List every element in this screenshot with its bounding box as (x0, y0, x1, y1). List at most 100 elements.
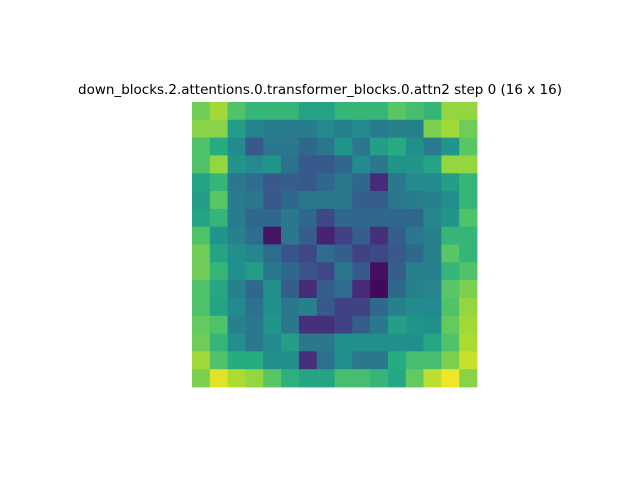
heatmap-cell (192, 333, 211, 352)
heatmap-cell (263, 102, 282, 121)
heatmap-cell (263, 315, 282, 334)
heatmap-cell (263, 119, 282, 139)
heatmap-cell (245, 297, 264, 317)
heatmap-cell (227, 351, 246, 370)
heatmap-cell (316, 173, 335, 192)
heatmap-cell (263, 262, 282, 281)
heatmap-cell (209, 137, 229, 156)
heatmap-cell (441, 333, 460, 352)
heatmap-cell (441, 102, 460, 121)
heatmap-cell (334, 208, 353, 228)
heatmap-cell (298, 119, 318, 139)
heatmap-cell (209, 226, 229, 245)
heatmap-cell (316, 315, 335, 334)
heatmap-cell (263, 297, 282, 317)
heatmap-cell (334, 244, 353, 263)
heatmap-cell (192, 191, 211, 210)
heatmap-cell (387, 351, 407, 370)
heatmap-cell (209, 369, 229, 388)
heatmap-cell (227, 280, 246, 299)
heatmap-cell (245, 315, 264, 334)
heatmap-cell (387, 119, 407, 139)
chart-title: down_blocks.2.attentions.0.transformer_b… (78, 82, 562, 98)
heatmap-cell (209, 351, 229, 370)
heatmap-cell (334, 137, 353, 156)
heatmap-cell (370, 119, 389, 139)
heatmap-cell (334, 155, 353, 174)
heatmap-cell (405, 315, 424, 334)
heatmap-cell (281, 191, 300, 210)
heatmap-cell (405, 208, 424, 228)
heatmap-cell (370, 315, 389, 334)
heatmap-cell (316, 119, 335, 139)
heatmap-cell (298, 191, 318, 210)
heatmap-cell (441, 191, 460, 210)
heatmap-cell (227, 315, 246, 334)
heatmap-cell (405, 119, 424, 139)
heatmap-cell (316, 155, 335, 174)
heatmap-cell (352, 208, 371, 228)
heatmap-cell (245, 208, 264, 228)
heatmap-cell (263, 173, 282, 192)
heatmap-cell (334, 351, 353, 370)
heatmap-cell (370, 173, 389, 192)
heatmap-cell (405, 369, 424, 388)
heatmap-cell (387, 262, 407, 281)
heatmap-cell (192, 369, 211, 388)
heatmap-cell (192, 155, 211, 174)
heatmap-cell (459, 119, 478, 139)
heatmap-cell (441, 155, 460, 174)
heatmap-cell (316, 102, 335, 121)
heatmap-cell (441, 173, 460, 192)
heatmap-cell (263, 191, 282, 210)
heatmap-cell (334, 280, 353, 299)
heatmap-cell (441, 119, 460, 139)
heatmap-cell (352, 102, 371, 121)
heatmap-cell (263, 155, 282, 174)
heatmap-cell (192, 262, 211, 281)
heatmap-cell (245, 173, 264, 192)
heatmap-cell (387, 333, 407, 352)
heatmap-cell (405, 173, 424, 192)
heatmap-cell (227, 191, 246, 210)
heatmap-cell (352, 280, 371, 299)
heatmap-cell (423, 155, 442, 174)
heatmap-cell (316, 191, 335, 210)
heatmap-cell (423, 280, 442, 299)
heatmap-cell (263, 226, 282, 245)
heatmap-cell (441, 280, 460, 299)
heatmap-cell (192, 208, 211, 228)
heatmap-cell (459, 226, 478, 245)
heatmap-cell (334, 173, 353, 192)
heatmap-cell (441, 369, 460, 388)
heatmap-cell (441, 315, 460, 334)
heatmap-cell (387, 226, 407, 245)
heatmap-cell (370, 333, 389, 352)
heatmap-cell (245, 351, 264, 370)
heatmap-cell (316, 333, 335, 352)
heatmap-cell (459, 351, 478, 370)
heatmap-cell (352, 137, 371, 156)
heatmap-cell (281, 119, 300, 139)
heatmap-cell (281, 315, 300, 334)
heatmap-cell (423, 297, 442, 317)
heatmap-cell (316, 280, 335, 299)
heatmap-cell (405, 351, 424, 370)
heatmap-cell (281, 262, 300, 281)
heatmap-cell (423, 315, 442, 334)
heatmap-cell (352, 173, 371, 192)
heatmap-cell (370, 280, 389, 299)
heatmap-cell (263, 351, 282, 370)
heatmap-cell (423, 191, 442, 210)
heatmap-cell (459, 280, 478, 299)
heatmap-cell (298, 208, 318, 228)
heatmap-cell (352, 369, 371, 388)
heatmap-cell (459, 369, 478, 388)
heatmap-cell (298, 244, 318, 263)
heatmap-cell (192, 226, 211, 245)
heatmap-cell (370, 191, 389, 210)
heatmap-cell (334, 369, 353, 388)
heatmap-cell (316, 226, 335, 245)
heatmap-cell (209, 119, 229, 139)
